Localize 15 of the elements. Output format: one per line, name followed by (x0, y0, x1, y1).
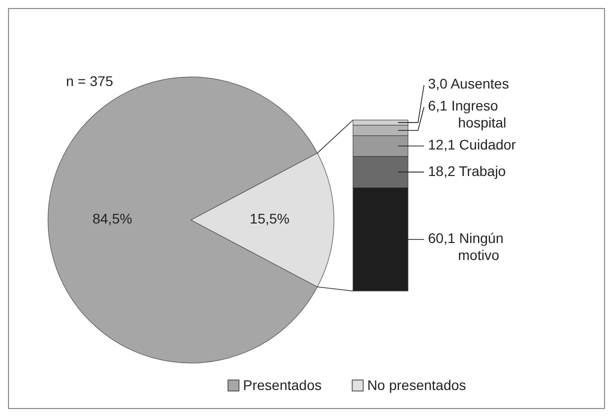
data-label: 6,1 (428, 98, 448, 114)
text: Ningún motivo (458, 230, 504, 264)
data-label: 15,5% (250, 210, 290, 227)
text: n = 375 (66, 73, 114, 89)
data-label: 84,5% (92, 210, 132, 227)
text: Ingreso hospital (451, 98, 506, 131)
text: Ausentes (450, 76, 509, 92)
legend-label: No presentados (367, 377, 466, 393)
legend-label: Presentados (243, 377, 322, 393)
data-label: 12,1 (428, 136, 456, 153)
data-label: 3,0 (428, 76, 448, 92)
data-label: 18,2 (428, 162, 456, 179)
text: Cuidador (459, 136, 516, 153)
text: Trabajo (458, 162, 506, 179)
data-label: 60,1 (428, 230, 456, 246)
